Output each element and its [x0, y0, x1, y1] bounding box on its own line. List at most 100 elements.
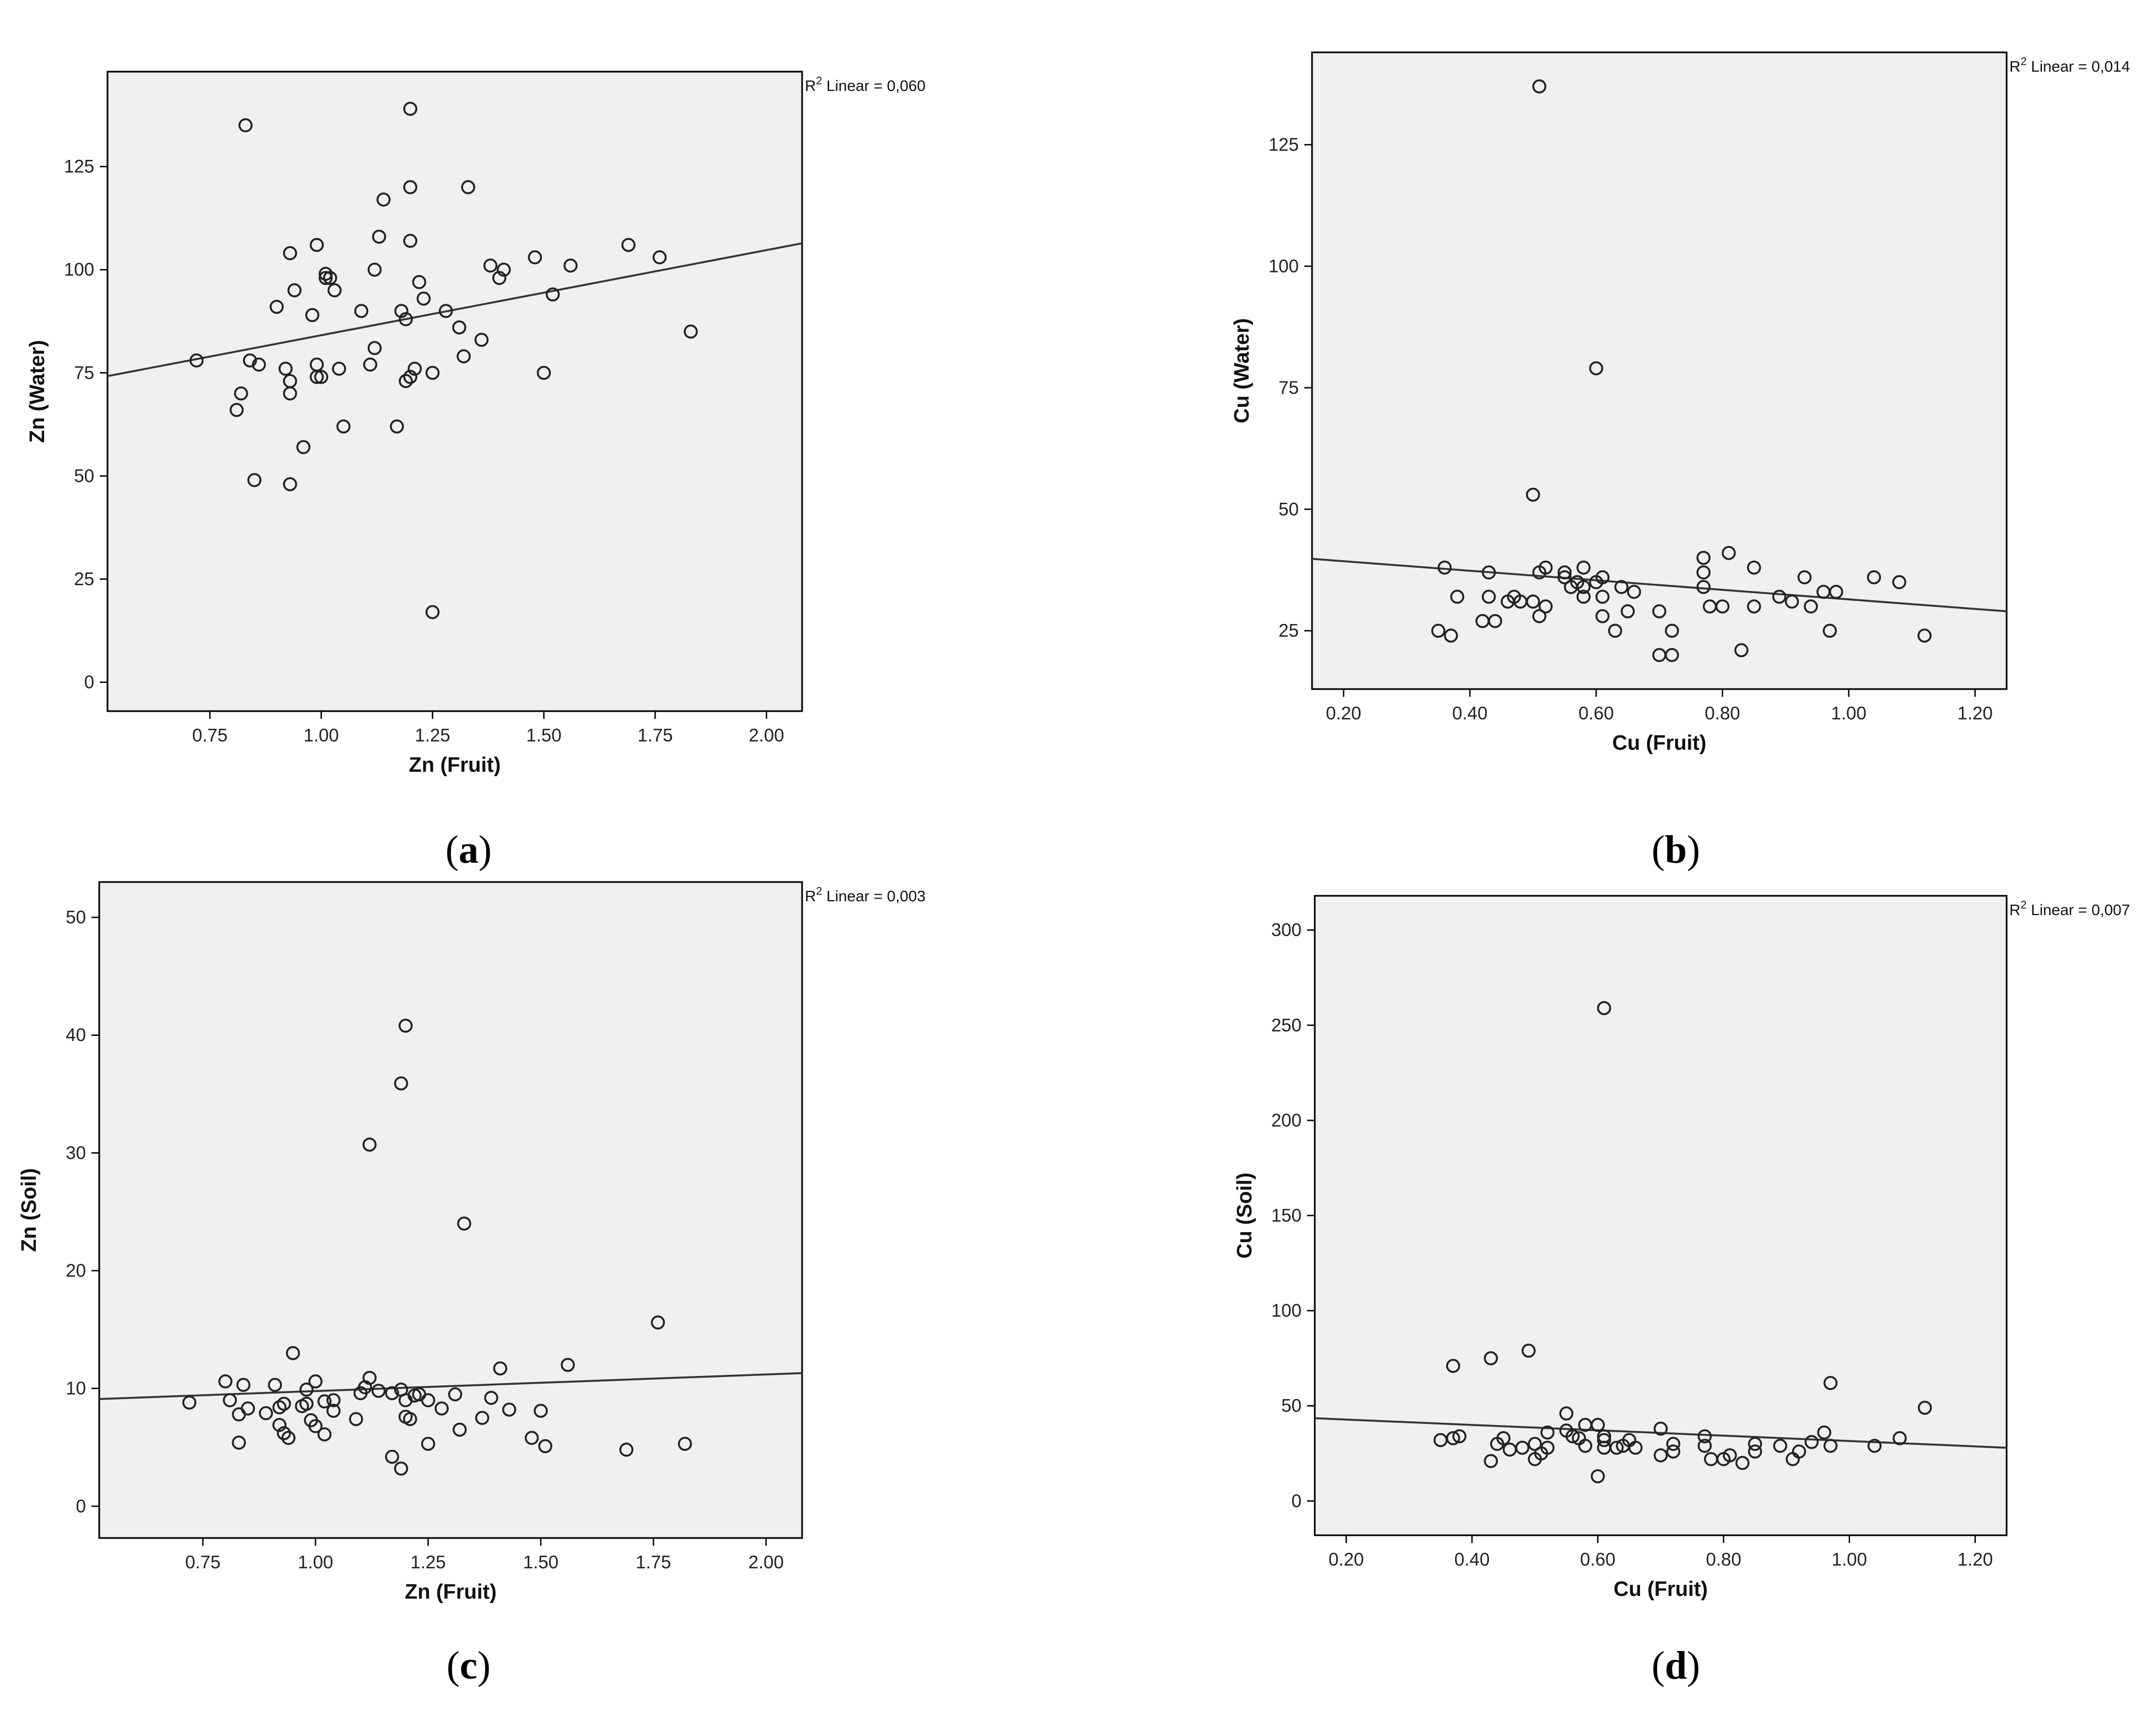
data-point [1892, 575, 1907, 589]
data-point [1829, 584, 1843, 599]
data-point [336, 419, 351, 434]
data-point [1437, 560, 1452, 575]
data-point [1578, 1438, 1593, 1453]
y-tick-label: 25 [74, 569, 94, 589]
data-point [251, 357, 266, 372]
x-tick-label: 1.25 [411, 1552, 446, 1572]
data-point [1696, 565, 1711, 580]
x-tick-label: 1.50 [526, 725, 561, 745]
x-tick-label: 1.00 [298, 1552, 333, 1572]
y-tick-label: 100 [1271, 1300, 1302, 1321]
data-point [652, 250, 667, 265]
x-tick-label: 2.00 [748, 1552, 783, 1572]
data-point [1526, 594, 1540, 609]
data-point [223, 1393, 237, 1407]
data-point [492, 271, 507, 285]
data-point [1446, 1431, 1460, 1445]
data-point [270, 299, 284, 314]
data-point [326, 1393, 341, 1407]
data-point [1696, 580, 1711, 594]
data-point [243, 353, 257, 368]
data-point [277, 1426, 291, 1440]
data-point [484, 1391, 498, 1405]
y-tick-label: 50 [1281, 1395, 1302, 1416]
panel-a: 0.75 1.00 1.25 1.50 1.75 2.00 0 25 50 75 100 125 R2 … [26, 71, 926, 872]
data-point [502, 1402, 517, 1417]
data-point [1597, 1001, 1611, 1015]
data-point [1488, 614, 1502, 628]
data-point [1734, 643, 1749, 658]
y-tick-label: 0 [76, 1496, 86, 1516]
regression-line [107, 242, 803, 378]
data-point [1595, 570, 1610, 584]
y-tick-label: 100 [1268, 256, 1299, 276]
data-point [1521, 1343, 1536, 1358]
data-point [1608, 623, 1622, 638]
data-point [1446, 1358, 1460, 1373]
data-point [1748, 1444, 1762, 1459]
data-point [1559, 1406, 1574, 1421]
x-tick-label: 1.00 [304, 725, 339, 745]
data-point [240, 1401, 255, 1416]
data-point [425, 365, 440, 380]
data-point [1589, 361, 1604, 375]
x-tick-label: 0.60 [1580, 1549, 1615, 1569]
data-point [229, 402, 244, 417]
data-point [452, 320, 466, 335]
data-point [362, 1137, 377, 1152]
x-tick-label: 2.00 [749, 725, 784, 745]
data-point [1576, 580, 1591, 594]
data-point [305, 308, 320, 322]
data-point [1496, 1431, 1511, 1445]
data-point [367, 341, 382, 356]
data-point [457, 1216, 471, 1231]
data-point [1804, 1435, 1819, 1449]
x-tick-label: 1.75 [637, 725, 673, 745]
data-point [367, 262, 382, 277]
data-point [349, 1412, 363, 1426]
y-tick-label: 200 [1271, 1110, 1302, 1130]
data-point [1697, 1429, 1712, 1444]
plot-area [106, 71, 803, 712]
data-point [354, 304, 369, 318]
data-point [412, 275, 427, 289]
data-point [545, 287, 560, 302]
x-axis-title: Zn (Fruit) [409, 754, 501, 777]
data-point [403, 101, 417, 116]
data-point [1665, 648, 1679, 663]
data-point [1576, 589, 1591, 604]
data-point [319, 266, 333, 281]
data-point [317, 1427, 332, 1442]
data-point [1532, 609, 1547, 623]
x-tick-label: 0.75 [192, 725, 228, 745]
data-point [561, 1358, 575, 1372]
plot-area [1311, 51, 2008, 690]
data-point [308, 1374, 323, 1389]
data-point [1917, 1400, 1932, 1415]
data-point [182, 1395, 197, 1410]
data-point [296, 440, 311, 454]
data-point [362, 1370, 377, 1385]
data-point [1539, 560, 1553, 575]
data-point [1566, 1429, 1580, 1444]
data-point [475, 1411, 490, 1425]
y-tick-label: 50 [74, 465, 94, 486]
data-point [1532, 79, 1547, 94]
panel-b: 0.20 0.40 0.60 0.80 1.00 1.20 25 50 75 100 125 R2 L… [1230, 51, 2130, 872]
data-point [299, 1383, 314, 1397]
data-point [272, 1418, 287, 1432]
data-point [1797, 570, 1812, 584]
y-tick-label: 250 [1271, 1015, 1302, 1035]
data-point [363, 357, 378, 372]
data-point [394, 304, 408, 318]
data-point [1452, 1429, 1467, 1444]
data-point [1823, 1376, 1838, 1390]
data-point [1597, 1433, 1611, 1448]
data-point [1723, 1448, 1737, 1462]
data-point [394, 1076, 408, 1091]
data-point [327, 283, 342, 298]
data-point [308, 1419, 323, 1433]
data-point [1528, 1437, 1542, 1451]
x-tick-label: 0.20 [1326, 703, 1361, 723]
data-point [1892, 1431, 1907, 1445]
